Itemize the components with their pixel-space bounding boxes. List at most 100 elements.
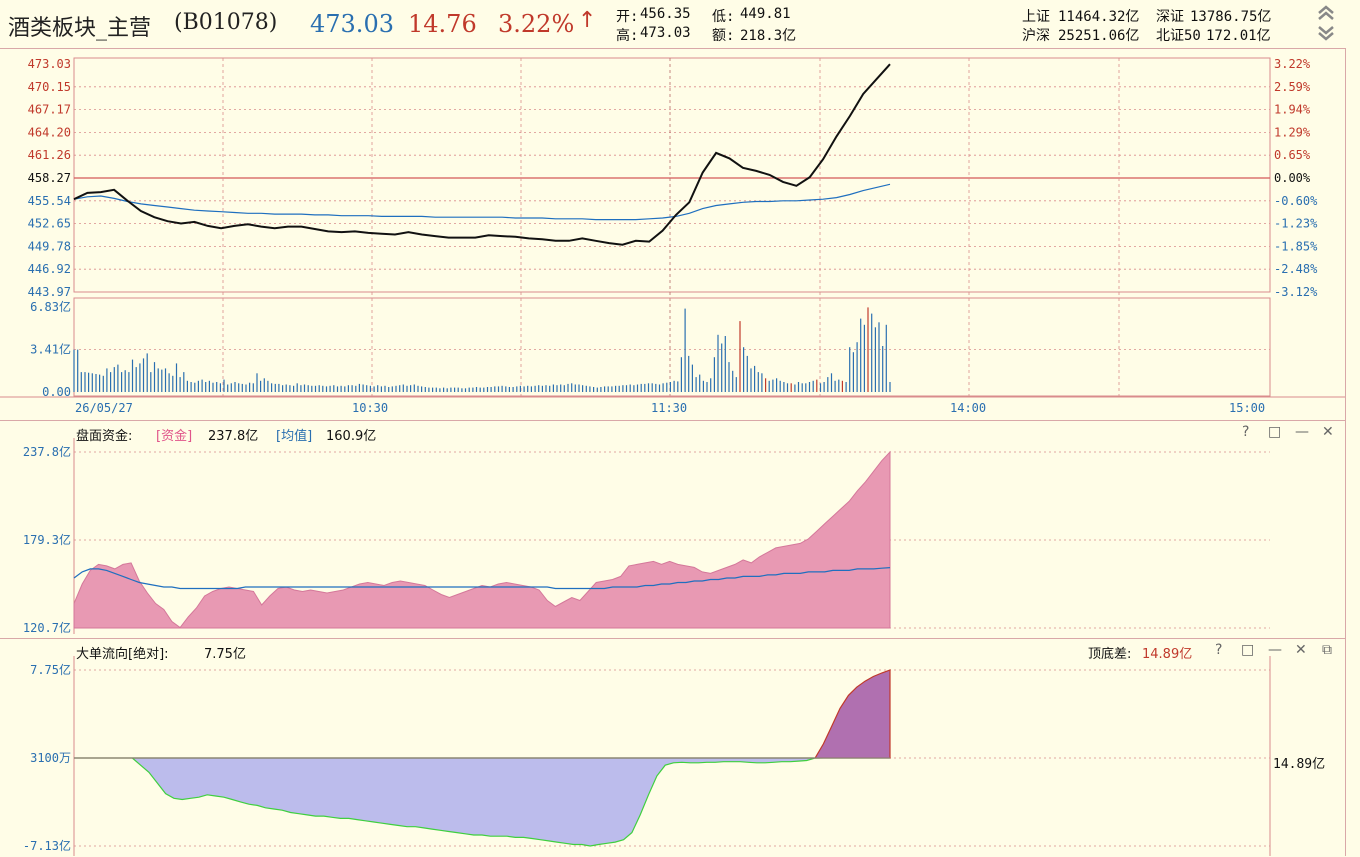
flow-panel-title: 大单流向[绝对]:: [76, 647, 169, 662]
flow-axis: 7.75亿 3100万 -7.13亿: [23, 662, 71, 853]
diff-value: 14.89亿: [1142, 647, 1193, 662]
index-bz50-label: 北证50: [1156, 28, 1201, 44]
volume-tick-label: 3.41亿: [30, 342, 71, 357]
time-axis: 26/05/27 10:30 11:30 14:00 15:00: [0, 396, 1345, 415]
double-chevron-down-icon[interactable]: [1316, 24, 1336, 42]
pct-tick-label: 3.22%: [1274, 57, 1311, 71]
amount-value: 218.3亿: [740, 28, 797, 44]
fund-value: 237.8亿: [208, 429, 259, 444]
fund-label: [资金]: [156, 429, 193, 444]
time-tick-label: 11:30: [651, 401, 687, 415]
price-tick-label: 473.03: [28, 57, 71, 71]
fund-tick-label: 237.8亿: [23, 444, 71, 459]
price-change: 14.76: [408, 10, 477, 38]
index-hs-label: 沪深: [1022, 28, 1050, 44]
price-change-pct: 3.22%: [498, 10, 575, 38]
fund-avg-line: [73, 567, 891, 590]
volume-tick-label: 6.83亿: [30, 299, 71, 314]
index-sz-value: 13786.75亿: [1190, 9, 1272, 25]
last-price: 473.03: [310, 10, 394, 38]
minimize-icon[interactable]: —: [1295, 424, 1309, 440]
pct-tick-label: 1.94%: [1274, 103, 1311, 117]
avg-label: [均值]: [276, 429, 313, 444]
index-sh-label: 上证: [1022, 9, 1050, 25]
price-line: [73, 63, 891, 246]
index-sz-label: 深证: [1156, 9, 1184, 25]
volume-bars: [73, 307, 891, 392]
time-tick-label: 10:30: [352, 401, 388, 415]
diff-label: 顶底差:: [1088, 647, 1132, 662]
flow-tick-label: 3100万: [30, 751, 71, 765]
pct-tick-label: 2.59%: [1274, 80, 1311, 94]
high-value: 473.03: [640, 25, 691, 41]
open-value: 456.35: [640, 6, 691, 22]
flow-positive-area: [74, 669, 891, 759]
pct-tick-label: -1.23%: [1274, 217, 1318, 231]
fund-chart-grid: [73, 438, 1270, 634]
amount-label: 额:: [712, 28, 735, 44]
fund-chart: 237.8亿 179.3亿 120.7亿: [23, 438, 1270, 635]
flow-panel: 大单流向[绝对]: 7.75亿 顶底差: 14.89亿 ? □ — ✕ ⧉ 14…: [0, 638, 1345, 857]
fund-panel: 盘面资金: [资金] 237.8亿 [均值] 160.9亿 ? □ — ✕: [0, 420, 1345, 639]
pct-tick-label: -3.12%: [1274, 285, 1318, 299]
stock-name: 酒类板块_主营: [8, 16, 152, 41]
flow-tick-label: 7.75亿: [30, 662, 71, 677]
maximize-icon[interactable]: □: [1268, 424, 1282, 440]
flow-diff-right: 14.89亿: [1273, 757, 1326, 772]
help-icon[interactable]: ?: [1242, 424, 1250, 440]
pct-tick-label: 0.00%: [1274, 171, 1311, 185]
pct-tick-label: 1.29%: [1274, 125, 1311, 139]
time-tick-label: 15:00: [1229, 401, 1265, 415]
up-arrow-icon: ↑: [578, 8, 597, 33]
minimize-icon[interactable]: —: [1268, 642, 1282, 658]
high-label: 高:: [616, 28, 639, 44]
pct-axis-right: 3.22% 2.59% 1.94% 1.29% 0.65% 0.00% -0.60% -1.2…: [1274, 57, 1318, 299]
fund-panel-title: 盘面资金:: [76, 429, 133, 444]
maximize-icon[interactable]: □: [1241, 642, 1255, 658]
flow-chart: 7.75亿 3100万 -7.13亿: [23, 656, 1271, 856]
volume-frame: [73, 297, 1271, 397]
help-icon[interactable]: ?: [1215, 642, 1223, 658]
close-icon[interactable]: ✕: [1322, 424, 1334, 440]
double-chevron-up-icon[interactable]: [1316, 4, 1336, 22]
index-sh-value: 11464.32亿: [1058, 9, 1140, 25]
flow-chart-grid: [73, 656, 1271, 856]
fund-tick-label: 120.7亿: [23, 620, 71, 635]
pct-tick-label: 0.65%: [1274, 148, 1311, 162]
flow-value: 7.75亿: [204, 647, 246, 662]
price-tick-label: 452.65: [28, 217, 71, 231]
restore-icon[interactable]: ⧉: [1322, 642, 1332, 658]
fund-area: [73, 450, 891, 629]
low-label: 低:: [712, 9, 735, 25]
price-chart-frame: [73, 57, 1271, 293]
pct-tick-label: -1.85%: [1274, 239, 1318, 253]
quote-header: 酒类板块_主营 (B01078) 473.03 14.76 3.22% ↑ 开:…: [0, 0, 1345, 49]
pct-tick-label: -2.48%: [1274, 262, 1318, 276]
time-tick-label: 14:00: [950, 401, 986, 415]
price-tick-label: 449.78: [28, 239, 71, 253]
stock-code: (B01078): [174, 10, 278, 35]
close-icon[interactable]: ✕: [1295, 642, 1307, 658]
price-tick-label: 455.54: [28, 194, 71, 208]
avg-value: 160.9亿: [326, 429, 377, 444]
index-bz50-value: 172.01亿: [1206, 28, 1271, 44]
flow-negative-area: [74, 757, 890, 847]
price-tick-label: 458.27: [28, 171, 71, 185]
flow-tick-label: -7.13亿: [23, 838, 71, 853]
open-label: 开:: [616, 9, 639, 25]
time-tick-label: 26/05/27: [75, 401, 133, 415]
price-tick-label: 461.26: [28, 148, 71, 162]
price-tick-label: 446.92: [28, 262, 71, 276]
volume-axis: 6.83亿 3.41亿 0.00: [30, 299, 71, 399]
volume-tick-label: 0.00: [42, 385, 71, 399]
price-volume-chart: 473.03 470.15 467.17 464.20 461.26 458.27 455.…: [0, 57, 1345, 415]
fund-axis: 237.8亿 179.3亿 120.7亿: [23, 444, 71, 635]
right-side-strip: [1345, 48, 1360, 856]
avg-price-line: [73, 183, 891, 221]
price-tick-label: 464.20: [28, 125, 71, 139]
price-tick-label: 443.97: [28, 285, 71, 299]
index-hs-value: 25251.06亿: [1058, 28, 1140, 44]
price-axis-left: 473.03 470.15 467.17 464.20 461.26 458.27 455.…: [28, 57, 71, 299]
pct-tick-label: -0.60%: [1274, 194, 1318, 208]
price-chart-grid: [73, 57, 1271, 397]
